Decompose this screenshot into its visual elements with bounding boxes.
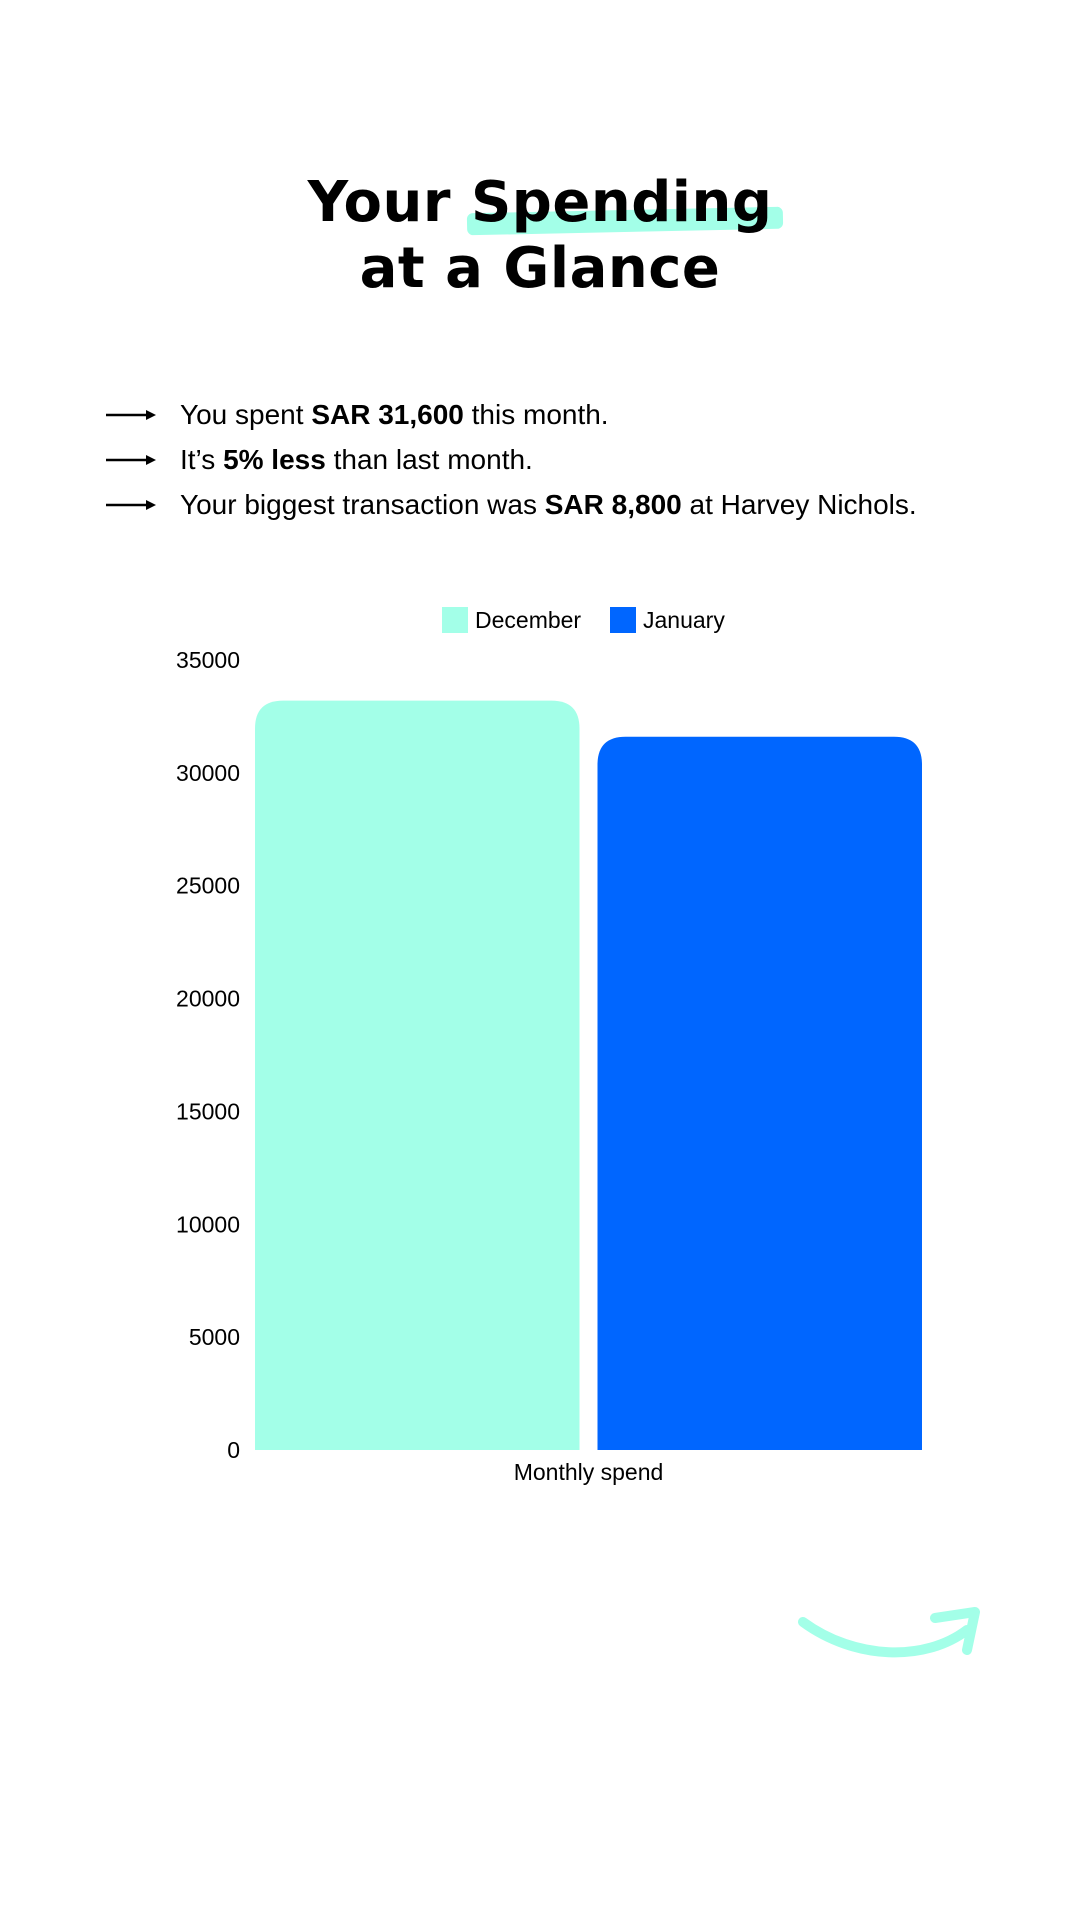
y-tick-label: 15000: [176, 1098, 240, 1124]
y-tick-label: 35000: [176, 647, 240, 673]
summary-item: Your biggest transaction was SAR 8,800 a…: [106, 482, 917, 527]
legend-label-january: January: [643, 607, 725, 633]
summary-list: You spent SAR 31,600 this month. It’s 5%…: [106, 392, 917, 527]
page-title: Your Spending at a Glance: [0, 170, 1080, 302]
y-tick-label: 5000: [189, 1324, 240, 1350]
summary-highlight: SAR 31,600: [311, 398, 464, 430]
right-arrow-icon: [106, 454, 156, 465]
summary-text: It’s 5% less than last month.: [180, 443, 533, 475]
y-tick-label: 10000: [176, 1211, 240, 1237]
y-tick-label: 20000: [176, 986, 240, 1012]
summary-text: You spent SAR 31,600 this month.: [180, 398, 609, 430]
title-highlight: Spending: [470, 170, 773, 235]
summary-item: It’s 5% less than last month.: [106, 437, 917, 482]
legend-label-december: December: [475, 607, 581, 633]
right-arrow-icon: [106, 499, 156, 510]
legend-swatch-december: [442, 607, 468, 633]
summary-text: Your biggest transaction was SAR 8,800 a…: [180, 488, 917, 520]
legend-swatch-january: [610, 607, 636, 633]
curved-arrow-icon: [798, 1607, 980, 1658]
y-tick-label: 25000: [176, 873, 240, 899]
summary-highlight: 5% less: [223, 443, 326, 475]
title-line-1: Your Spending: [0, 170, 1080, 236]
bar-december: [255, 700, 580, 1450]
spending-bar-chart: 0 5000 10000 15000 20000 25000 30000 35000 Month…: [176, 607, 922, 1485]
bar-january: [597, 736, 922, 1450]
y-tick-label: 30000: [176, 760, 240, 786]
title-prefix: Your: [307, 170, 471, 235]
x-category-label: Monthly spend: [514, 1459, 664, 1485]
summary-highlight: SAR 8,800: [544, 488, 682, 520]
title-line-2: at a Glance: [359, 236, 721, 301]
right-arrow-icon: [106, 409, 156, 420]
y-tick-label: 0: [227, 1437, 240, 1463]
summary-item: You spent SAR 31,600 this month.: [106, 392, 917, 437]
